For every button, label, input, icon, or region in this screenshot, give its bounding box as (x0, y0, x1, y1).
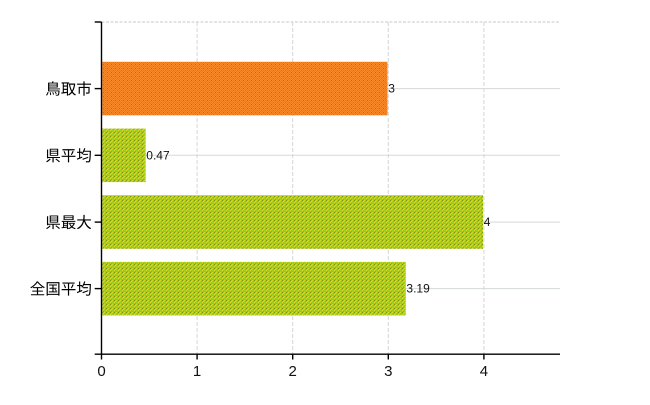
svg-text:3: 3 (388, 82, 395, 96)
svg-text:3.19: 3.19 (406, 282, 430, 296)
svg-text:0.47: 0.47 (146, 148, 170, 162)
svg-text:1: 1 (193, 363, 201, 380)
svg-text:0: 0 (97, 363, 105, 380)
svg-text:4: 4 (484, 215, 491, 229)
svg-text:2: 2 (289, 363, 297, 380)
svg-text:3: 3 (384, 363, 392, 380)
svg-text:4: 4 (480, 363, 488, 380)
